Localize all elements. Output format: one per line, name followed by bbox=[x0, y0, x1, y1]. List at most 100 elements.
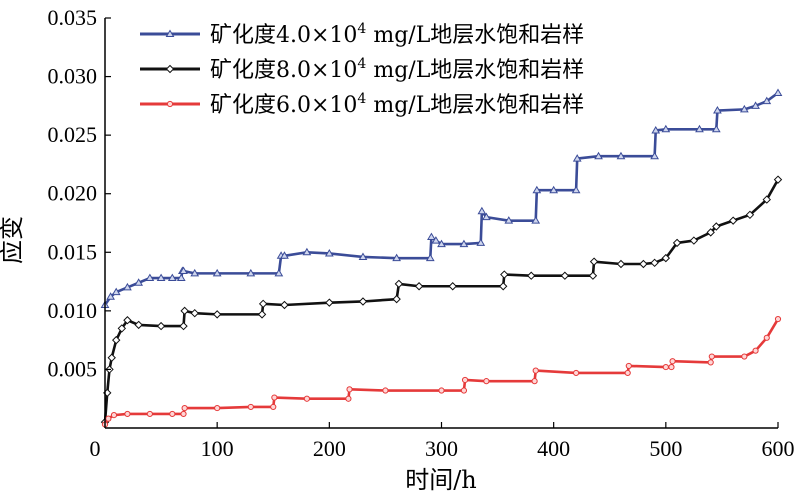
data-point bbox=[706, 228, 715, 237]
data-point bbox=[739, 104, 749, 113]
series-line bbox=[103, 318, 780, 426]
data-point bbox=[425, 253, 435, 262]
data-point bbox=[280, 300, 289, 310]
data-point bbox=[560, 271, 570, 280]
data-point bbox=[117, 324, 127, 333]
data-point bbox=[589, 257, 599, 266]
data-point bbox=[270, 403, 277, 411]
data-point bbox=[134, 320, 143, 330]
y-tick-label: 0.020 bbox=[48, 181, 98, 206]
legend-entry-3: 矿化度6.0×104 mg/L地层水饱和岩样 bbox=[140, 91, 584, 118]
data-point bbox=[572, 154, 582, 162]
data-point bbox=[427, 232, 436, 241]
data-point bbox=[650, 258, 659, 268]
data-point bbox=[392, 253, 402, 262]
data-point bbox=[112, 335, 121, 345]
x-tick-label: 0 bbox=[90, 436, 101, 461]
data-point bbox=[414, 282, 424, 291]
data-point bbox=[571, 185, 581, 194]
data-point bbox=[773, 175, 783, 184]
x-axis-label: 时间/h bbox=[405, 466, 477, 494]
data-point bbox=[212, 268, 222, 277]
data-point bbox=[481, 212, 491, 221]
data-point bbox=[532, 367, 539, 374]
data-point bbox=[650, 151, 659, 160]
data-point bbox=[179, 321, 188, 331]
data-point bbox=[588, 271, 598, 280]
data-point bbox=[382, 387, 389, 394]
data-point bbox=[712, 222, 721, 231]
data-point bbox=[123, 316, 132, 325]
x-tick-label: 200 bbox=[313, 436, 346, 461]
data-point bbox=[437, 239, 446, 248]
x-tick-label: 100 bbox=[201, 436, 234, 461]
data-point bbox=[107, 353, 116, 362]
data-point bbox=[134, 278, 144, 286]
data-point bbox=[124, 410, 131, 418]
y-tick-label: 0.005 bbox=[48, 356, 98, 381]
data-point bbox=[483, 378, 490, 385]
data-point bbox=[214, 404, 221, 412]
data-point bbox=[728, 216, 738, 225]
series-2 bbox=[100, 175, 783, 427]
data-point bbox=[345, 395, 352, 402]
data-point bbox=[711, 124, 721, 133]
y-tick-label: 0.025 bbox=[48, 122, 98, 147]
data-point bbox=[625, 362, 632, 370]
data-point bbox=[431, 236, 441, 244]
data-point bbox=[105, 415, 112, 422]
legend-entry-2: 矿化度8.0×104 mg/L地层水饱和岩样 bbox=[140, 56, 584, 83]
data-point bbox=[476, 238, 486, 246]
data-point bbox=[661, 124, 671, 133]
data-point bbox=[190, 268, 200, 277]
data-point bbox=[741, 353, 748, 360]
data-point bbox=[639, 259, 648, 269]
data-point bbox=[303, 395, 310, 402]
data-point bbox=[498, 282, 508, 291]
data-point bbox=[181, 404, 188, 412]
data-point bbox=[751, 101, 760, 109]
data-point bbox=[180, 306, 189, 316]
data-point bbox=[111, 287, 121, 296]
data-point bbox=[438, 387, 445, 394]
series-line bbox=[103, 91, 779, 306]
legend-label: 矿化度4.0×104 mg/L地层水饱和岩样 bbox=[210, 21, 584, 48]
x-tick-label: 600 bbox=[762, 436, 795, 461]
data-point bbox=[616, 151, 626, 160]
data-point bbox=[179, 266, 188, 275]
data-point bbox=[156, 321, 166, 331]
data-point bbox=[106, 292, 115, 300]
data-point bbox=[460, 387, 468, 394]
data-point bbox=[325, 298, 334, 307]
data-point bbox=[459, 239, 469, 248]
data-point bbox=[531, 216, 541, 224]
data-point bbox=[247, 403, 254, 411]
data-point bbox=[762, 195, 771, 204]
data-point bbox=[549, 185, 559, 194]
data-point bbox=[651, 125, 661, 134]
data-point bbox=[668, 363, 675, 371]
data-point bbox=[146, 410, 153, 418]
data-point bbox=[274, 268, 284, 277]
data-point bbox=[695, 124, 704, 133]
y-tick-label: 0.015 bbox=[48, 239, 98, 264]
data-point bbox=[624, 369, 631, 377]
data-point bbox=[324, 248, 334, 257]
data-point bbox=[477, 206, 487, 215]
data-point bbox=[461, 376, 469, 384]
data-point bbox=[504, 216, 514, 224]
data-point bbox=[527, 271, 536, 280]
data-point bbox=[180, 410, 187, 418]
series-3 bbox=[101, 315, 782, 428]
data-point bbox=[145, 273, 155, 282]
data-point bbox=[763, 334, 770, 341]
data-point bbox=[745, 210, 755, 220]
data-point bbox=[302, 247, 312, 256]
data-point bbox=[169, 410, 176, 418]
data-point bbox=[394, 279, 404, 289]
data-point bbox=[773, 88, 783, 96]
data-point bbox=[762, 96, 772, 105]
data-point bbox=[271, 394, 278, 401]
data-point bbox=[358, 252, 368, 260]
y-tick-label: 0.030 bbox=[48, 64, 98, 89]
